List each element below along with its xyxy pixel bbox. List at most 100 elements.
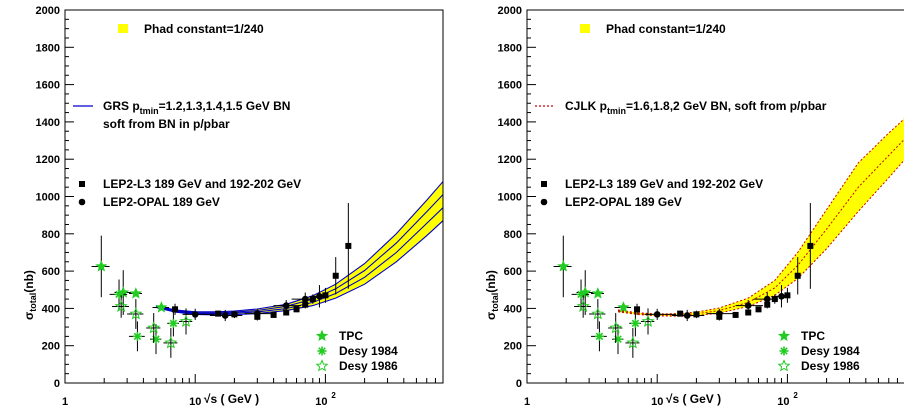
legend: Phad constant=1/240 GRS ptmin=1.2,1.3,1.4…: [73, 22, 398, 373]
data-point: [191, 311, 199, 318]
x-axis-label: √s ( GeV ): [666, 392, 721, 406]
data-point: [254, 310, 261, 317]
y-tick-label: 1200: [498, 154, 522, 166]
data-point: [716, 310, 723, 317]
data-point: [784, 292, 791, 299]
data-point: [745, 309, 752, 316]
y-tick-label: 1800: [36, 42, 60, 54]
model-curve-2: [617, 139, 904, 316]
legend-marker-circle: [78, 198, 86, 206]
legend-series-label: LEP2-L3 189 GeV and 192-202 GeV: [565, 177, 763, 191]
y-tick-label: 600: [504, 266, 522, 278]
data-point: [345, 242, 352, 249]
chart-panel-2: 0 200 400 600 800 1000 1200 1400 1600 1800 2000 1 10…: [484, 5, 904, 408]
x-tick-exponent: 2: [331, 391, 336, 400]
data-point: [807, 242, 814, 249]
y-tick-label: 400: [42, 303, 60, 315]
legend-marker-openstar: [777, 359, 791, 372]
legend-band-label: Phad constant=1/240: [144, 22, 264, 36]
y-tick-label: 2000: [498, 5, 522, 17]
model-curve-2: [155, 207, 443, 315]
y-tick-label: 0: [516, 378, 522, 390]
legend-marker-openstar: [315, 359, 329, 372]
legend-marker-square: [541, 181, 547, 187]
series-tpc: [91, 235, 170, 315]
data-point: [613, 334, 623, 344]
legend-series-label: Desy 1984: [339, 344, 398, 358]
y-tick-label: 600: [42, 266, 60, 278]
x-tick-label: 10: [315, 396, 327, 408]
data-point: [653, 311, 661, 318]
y-axis-label: σtotal(nb): [484, 270, 500, 320]
x-tick-label: 10: [777, 396, 789, 408]
legend-model-label: CJLK ptmin=1.6,1.8,2 GeV BN, soft from p…: [565, 99, 827, 116]
x-tick-label: 1: [62, 396, 68, 408]
legend-series-label: TPC: [339, 329, 363, 343]
legend: Phad constant=1/240 CJLK ptmin=1.6,1.8,2 …: [535, 22, 860, 373]
legend-marker-star: [777, 329, 791, 342]
data-point: [557, 260, 570, 272]
data-point: [155, 301, 168, 313]
y-tick-label: 800: [42, 229, 60, 241]
data-point: [221, 312, 229, 319]
data-point: [164, 336, 178, 349]
svg-text:σtotal(nb): σtotal(nb): [22, 270, 38, 320]
data-point: [129, 287, 142, 299]
data-point: [693, 311, 700, 318]
series-lep2-opal-189-gev: [644, 285, 788, 322]
y-tick-label: 1600: [498, 80, 522, 92]
legend-model-label: GRS ptmin=1.2,1.3,1.4,1.5 GeV BN: [103, 99, 290, 116]
data-point: [301, 295, 309, 303]
y-tick-label: 200: [504, 341, 522, 353]
y-tick-label: 1800: [498, 42, 522, 54]
data-point: [114, 289, 124, 299]
data-point: [634, 306, 641, 313]
data-point: [283, 309, 290, 316]
legend-series-label: LEP2-L3 189 GeV and 192-202 GeV: [103, 177, 301, 191]
y-tick-label: 1400: [498, 117, 522, 129]
x-tick-label: 10: [189, 396, 201, 408]
legend-series-label: Desy 1986: [339, 359, 398, 373]
series-tpc: [553, 235, 632, 315]
data-point: [316, 292, 323, 300]
data-point: [576, 299, 590, 313]
data-point: [270, 311, 277, 318]
data-point: [172, 306, 179, 313]
legend-band-label: Phad constant=1/240: [606, 22, 726, 36]
model-curve-3: [617, 118, 904, 315]
legend-series-label: Desy 1986: [801, 359, 860, 373]
data-point: [576, 289, 586, 299]
y-tick-label: 1000: [36, 192, 60, 204]
data-point: [755, 306, 762, 313]
data-point: [282, 302, 290, 309]
y-tick-label: 400: [504, 303, 522, 315]
svg-text:σtotal(nb): σtotal(nb): [484, 270, 500, 320]
data-point: [293, 306, 300, 313]
data-point: [332, 272, 339, 279]
legend-marker-asterisk: [317, 346, 327, 356]
legend-marker-star: [315, 329, 329, 342]
uncertainty-band: [156, 181, 443, 315]
data-point: [179, 314, 193, 327]
legend-marker-square: [79, 181, 85, 187]
y-tick-label: 1200: [36, 154, 60, 166]
data-point: [231, 311, 238, 318]
y-axis-label: σtotal(nb): [22, 270, 38, 320]
data-point: [129, 307, 143, 320]
data-point: [617, 301, 630, 313]
data-point: [95, 260, 108, 272]
data-point: [626, 336, 640, 349]
data-point: [683, 312, 691, 319]
data-point: [147, 321, 161, 334]
data-point: [630, 318, 640, 328]
data-point: [591, 287, 604, 299]
x-axis-label: √s ( GeV ): [204, 392, 259, 406]
data-point: [215, 310, 222, 317]
series-desy-1986: [112, 295, 193, 358]
y-tick-label: 800: [504, 229, 522, 241]
legend-series-label: LEP2-OPAL 189 GeV: [103, 195, 220, 209]
data-point: [591, 307, 605, 320]
y-tick-label: 1000: [498, 192, 522, 204]
uncertainty-band: [618, 119, 904, 317]
